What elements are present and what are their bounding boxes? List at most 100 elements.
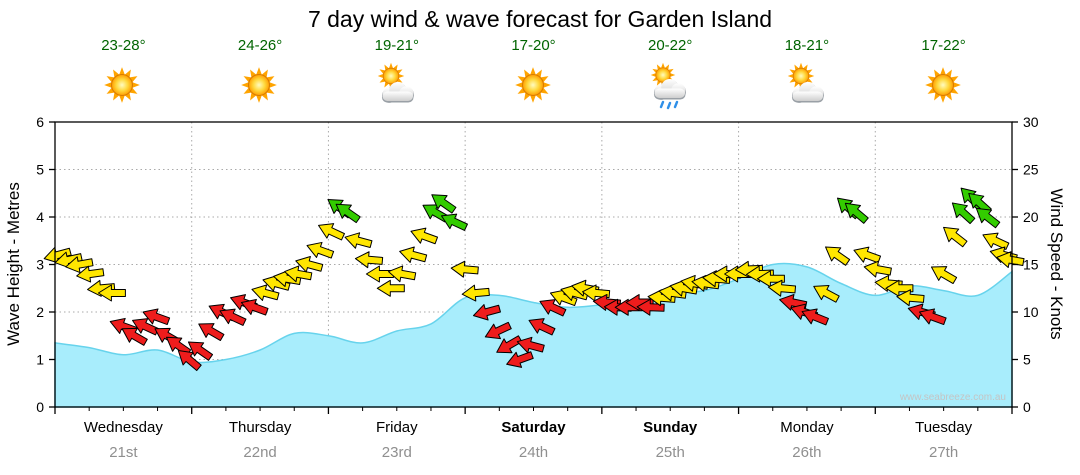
wind-arrow <box>813 284 840 303</box>
wind-arrow <box>410 227 439 245</box>
temperature-range: 23-28° <box>101 37 146 54</box>
wind-arrow <box>549 289 578 307</box>
day-date: 21st <box>109 444 138 461</box>
wind-arrow <box>636 298 665 316</box>
wind-arrow <box>930 266 958 285</box>
wind-arrow <box>951 202 976 225</box>
day-date: 24th <box>518 444 549 461</box>
wind-arrow <box>376 279 405 297</box>
wind-arrow <box>318 223 345 241</box>
wind-arrow <box>539 299 567 317</box>
right-axis-tick: 15 <box>1023 257 1039 273</box>
day-name: Thursday <box>228 419 292 436</box>
weather-icon-sunny <box>235 60 285 115</box>
wind-arrow <box>187 341 214 361</box>
wind-arrow <box>177 350 202 372</box>
wind-arrow <box>76 265 105 283</box>
wind-arrow <box>982 232 1010 250</box>
wind-arrow <box>399 246 428 263</box>
weather-icon-showers <box>645 60 695 115</box>
wind-arrow <box>825 246 851 266</box>
left-axis-tick: 1 <box>36 352 44 368</box>
temperature-range: 19-21° <box>374 37 419 54</box>
wind-arrow <box>853 246 882 264</box>
weather-icon-sunny <box>919 60 969 115</box>
wind-arrow <box>844 202 869 224</box>
wind-arrow <box>344 232 373 249</box>
left-axis-tick: 6 <box>36 114 44 130</box>
temperature-range: 17-20° <box>511 37 556 54</box>
right-axis-tick: 30 <box>1023 114 1039 130</box>
wind-arrow <box>450 260 479 278</box>
wind-arrow <box>441 213 468 231</box>
wind-arrow <box>943 226 968 248</box>
left-axis-tick: 5 <box>36 162 44 178</box>
right-axis-tick: 20 <box>1023 209 1039 225</box>
day-date: 27th <box>928 444 959 461</box>
wind-arrow <box>996 251 1025 269</box>
wind-arrow <box>863 260 892 278</box>
day-date: 26th <box>792 444 822 461</box>
day-name: Friday <box>375 419 418 436</box>
wind-arrow <box>516 336 545 354</box>
weather-icon-sunny <box>98 60 148 115</box>
left-axis-tick: 4 <box>36 209 44 225</box>
wind-arrow <box>198 323 225 342</box>
wind-arrow <box>472 304 501 321</box>
wind-arrow <box>496 335 523 354</box>
wind-arrow <box>365 265 394 283</box>
wind-arrow <box>528 318 556 336</box>
wind-arrow <box>121 327 148 346</box>
temperature-range: 24-26° <box>237 37 283 54</box>
wind-arrow <box>885 279 914 297</box>
right-axis-tick: 25 <box>1023 162 1039 178</box>
weather-icon-sunny <box>509 60 559 115</box>
wind-arrow <box>919 308 947 326</box>
wind-arrow <box>975 207 1001 229</box>
wind-arrow <box>422 204 449 223</box>
day-name: Monday <box>780 419 834 436</box>
day-date: 22nd <box>243 444 277 461</box>
temperature-range: 17-22° <box>921 37 966 54</box>
wind-arrow <box>756 270 785 288</box>
wind-arrow <box>335 203 361 224</box>
wind-arrow <box>132 318 159 336</box>
wind-arrow <box>284 265 313 283</box>
wind-arrow <box>240 298 269 316</box>
wind-arrow <box>354 251 384 269</box>
wind-arrow <box>801 308 829 326</box>
wind-arrow <box>767 279 797 297</box>
wind-arrow <box>295 256 324 273</box>
wind-arrow <box>219 308 247 326</box>
day-date: 23rd <box>381 444 412 461</box>
wind-arrow <box>388 265 417 283</box>
right-axis-tick: 0 <box>1023 399 1031 415</box>
wind-arrow <box>65 256 94 274</box>
left-axis-tick: 2 <box>36 304 44 320</box>
wind-arrow <box>306 241 335 259</box>
temperature-range: 20-22° <box>648 37 693 54</box>
wind-arrow <box>431 194 457 214</box>
left-axis-tick: 0 <box>36 399 44 415</box>
day-name: Wednesday <box>83 419 163 436</box>
day-name: Saturday <box>501 419 566 436</box>
wind-arrow <box>506 351 534 368</box>
right-axis-tick: 10 <box>1023 304 1039 320</box>
day-name: Sunday <box>643 419 698 436</box>
wave-height-area <box>54 262 1013 408</box>
wind-arrow <box>484 321 512 340</box>
wind-arrow <box>142 308 171 326</box>
left-axis-tick: 3 <box>36 257 44 273</box>
weather-icon-partly-cloudy <box>782 60 832 115</box>
chart-title: 7 day wind & wave forecast for Garden Is… <box>307 6 773 32</box>
wind-arrow <box>896 289 925 307</box>
temperature-range: 18-21° <box>784 37 830 54</box>
day-date: 25th <box>655 444 685 461</box>
right-axis-tick: 5 <box>1023 352 1031 368</box>
day-name: Tuesday <box>915 419 973 436</box>
weather-icon-partly-cloudy <box>372 60 422 115</box>
wind-arrow <box>97 284 126 302</box>
wind-arrow <box>461 284 490 302</box>
